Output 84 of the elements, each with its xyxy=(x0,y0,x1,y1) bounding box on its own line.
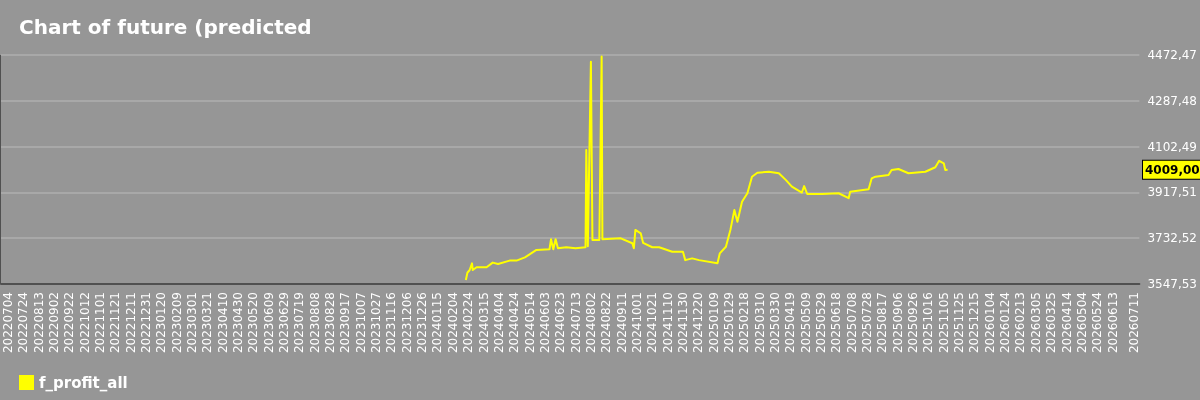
x-tick-label: 20250330 xyxy=(768,292,782,354)
x-tick-label: 20240404 xyxy=(491,292,506,354)
x-tick-label: 20221231 xyxy=(138,292,153,354)
x-tick-label: 20241021 xyxy=(645,292,660,354)
x-tick-label: 20221012 xyxy=(77,292,92,354)
line-series xyxy=(464,55,949,281)
y-tick-label: 4472,47 xyxy=(1147,48,1197,62)
x-tick-label: 20240713 xyxy=(568,292,583,354)
x-tick-label: 20240115 xyxy=(430,292,445,354)
x-tick-label: 20250509 xyxy=(798,292,813,354)
x-tick-label: 20231206 xyxy=(399,292,414,354)
text: 4009,00 xyxy=(1145,162,1200,177)
x-tick-label: 20250926 xyxy=(906,292,921,354)
x-tick-label: 20220704 xyxy=(0,292,15,354)
x-tick-label: 20260104 xyxy=(982,292,997,354)
x-tick-label: 20240514 xyxy=(522,292,537,354)
x-tick-label: 20230609 xyxy=(261,292,276,354)
y-tick-label: 3917,51 xyxy=(1147,185,1197,200)
x-tick-label: 20241001 xyxy=(629,292,644,354)
x-tick-label: 20221101 xyxy=(92,292,107,354)
x-tick-label: 20250109 xyxy=(706,292,721,354)
x-tick-label: 20250708 xyxy=(844,292,859,354)
x-tick-label: 20230808 xyxy=(307,292,322,354)
x-tick-label: 20241130 xyxy=(675,292,690,354)
x-tick-label: 20251016 xyxy=(921,292,936,354)
x-tick-label: 20260711 xyxy=(1127,292,1142,354)
x-tick-label: 20220724 xyxy=(16,292,31,354)
x-tick-label: 20231007 xyxy=(353,292,368,354)
x-tick-label: 20250129 xyxy=(721,292,736,354)
x-tick-label: 20260124 xyxy=(998,292,1013,354)
x-tick-label: 20250310 xyxy=(752,292,767,354)
x-tick-label: 20240424 xyxy=(507,292,522,354)
x-tick-label: 20260414 xyxy=(1059,292,1074,354)
x-tick-label: 20260213 xyxy=(1013,292,1028,354)
x-tick-label: 20250529 xyxy=(814,292,829,354)
x-tick-label: 20231116 xyxy=(384,292,399,354)
x-tick-label: 20250906 xyxy=(890,292,905,354)
x-tick-label: 20220902 xyxy=(46,292,61,354)
x-tick-label: 20231226 xyxy=(415,292,430,354)
x-tick-label: 20240911 xyxy=(614,292,629,354)
x-tick-label: 20250618 xyxy=(829,292,844,354)
x-tick-label: 20230719 xyxy=(292,292,307,354)
x-tick-label: 20260305 xyxy=(1028,292,1043,354)
x-tick-label: 20240224 xyxy=(461,292,476,354)
x-tick-label: 20250728 xyxy=(860,292,875,354)
y-tick-label: 3732,52 xyxy=(1147,231,1197,246)
x-tick-label: 20241110 xyxy=(660,292,675,354)
x-tick-label: 20250419 xyxy=(783,292,798,354)
x-tick-label: 20240315 xyxy=(476,292,491,354)
x-tick-label: 20230430 xyxy=(231,292,246,354)
legend-label: f_profit_all xyxy=(39,373,128,392)
x-tick-label: 20240204 xyxy=(445,292,460,354)
x-tick-label: 20240603 xyxy=(537,292,552,354)
x-tick-label: 20231027 xyxy=(369,292,384,354)
x-tick-label: 20241220 xyxy=(691,292,706,354)
x-tick-label: 20230917 xyxy=(338,292,353,354)
x-tick-label: 20221121 xyxy=(108,292,123,354)
y-tick-label: 3547,53 xyxy=(1147,277,1197,291)
x-tick-label: 20230520 xyxy=(246,292,261,354)
x-tick-label: 20240822 xyxy=(599,292,614,354)
x-tick-label: 20250817 xyxy=(875,292,890,354)
x-tick-label: 20220813 xyxy=(31,292,46,354)
x-tick-label: 20240802 xyxy=(583,292,598,354)
y-tick-label: 4102,49 xyxy=(1147,139,1197,154)
x-tick-label: 20260524 xyxy=(1090,292,1105,354)
x-tick-label: 20260613 xyxy=(1105,292,1120,354)
x-tick-label: 20230321 xyxy=(200,292,215,354)
x-tick-label: 20230828 xyxy=(323,292,338,354)
x-tick-label: 20230410 xyxy=(215,292,230,354)
x-tick-label: 20230301 xyxy=(185,292,200,354)
x-tick-label: 20260504 xyxy=(1074,292,1089,354)
x-tick-label: 20260325 xyxy=(1044,292,1059,354)
x-tick-label: 20251105 xyxy=(936,292,951,354)
x-tick-label: 20220922 xyxy=(62,292,77,354)
x-tick-label: 20230120 xyxy=(154,292,169,354)
x-tick-label: 20240623 xyxy=(553,292,568,354)
y-tick-label: 4287,48 xyxy=(1147,93,1197,108)
x-tick-label: 20251215 xyxy=(967,292,982,354)
x-tick-label: 20221211 xyxy=(123,292,138,354)
chart-title: Chart of future (predicted xyxy=(19,15,312,39)
x-tick-label: 20250218 xyxy=(737,292,752,354)
x-tick-label: 20230209 xyxy=(169,292,184,354)
x-tick-label: 20230629 xyxy=(277,292,292,354)
x-tick-label: 20251125 xyxy=(952,292,967,354)
